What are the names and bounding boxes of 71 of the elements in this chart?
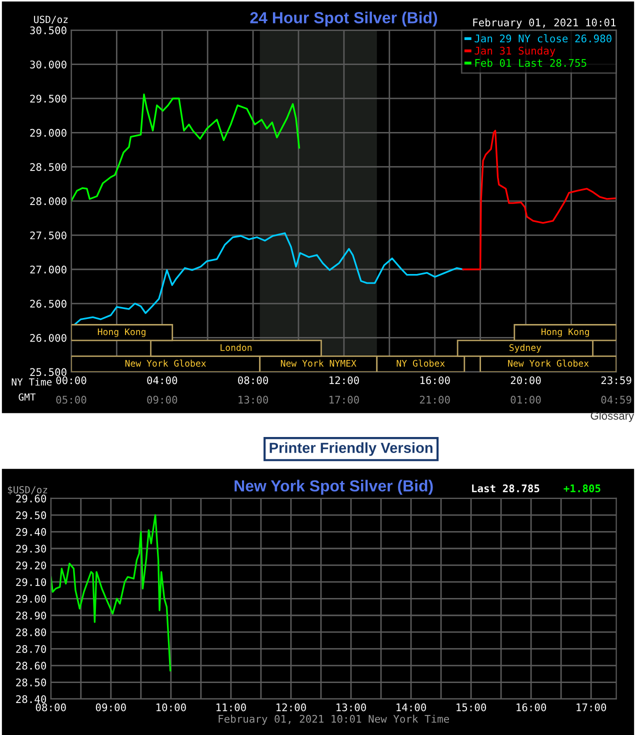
y-axis-title: USD/oz [34, 16, 68, 24]
y-tick-label: 29.500 [30, 94, 66, 103]
x2-tick-label: 09:00 [147, 396, 178, 404]
y-tick-label: 29.20 [16, 561, 46, 570]
y-tick-label: 28.40 [16, 695, 46, 704]
band-label: Hong Kong [98, 328, 146, 337]
legend-label: Feb 01 Last 28.755 [475, 58, 586, 67]
band-label: New York Globex [508, 360, 589, 367]
x-axis-title: NY Time [12, 378, 52, 386]
y-tick-label: 26.000 [30, 334, 66, 342]
y-tick-label: 29.00 [16, 594, 46, 603]
text: Printer Friendly Version [270, 442, 432, 456]
y-tick-label: 29.000 [30, 128, 66, 137]
band-label: Hong Kong [541, 328, 589, 337]
x-tick-label: 10:00 [156, 703, 186, 712]
y-tick-label: 30.000 [30, 60, 66, 68]
text: February 01, 2021 10:01 [473, 18, 616, 28]
y-tick-label: 29.10 [16, 578, 46, 586]
x-tick-label: 09:00 [96, 703, 126, 712]
chart-title: New York Spot Silver (Bid) [234, 480, 433, 495]
x2-tick-label: 05:00 [56, 396, 86, 404]
band-label: London [220, 344, 252, 351]
y-tick-label: 28.000 [30, 197, 66, 206]
x-tick-label: 08:00 [238, 376, 268, 384]
x-tick-label: 16:00 [420, 376, 450, 384]
y-tick-label: 28.70 [16, 645, 46, 653]
x2-tick-label: 01:00 [510, 396, 541, 404]
y-tick-label: 26.500 [30, 300, 66, 308]
y-tick-label: 29.30 [16, 544, 46, 553]
band-label: NY Globex [396, 360, 445, 367]
x-tick-label: 11:00 [216, 703, 246, 712]
x2-tick-label: 21:00 [420, 396, 450, 404]
x-tick-label: 08:00 [36, 703, 66, 712]
text: Last 28.785 [472, 484, 540, 492]
x2-tick-label: 04:59 [601, 396, 632, 404]
y-tick-label: 28.50 [16, 678, 46, 686]
y-tick-label: 29.40 [16, 528, 46, 536]
x-tick-label: 14:00 [396, 703, 426, 712]
y-tick-label: 28.500 [30, 163, 66, 171]
x-axis-title: February 01, 2021 10:01 New York Time [218, 714, 449, 725]
y-tick-label: 28.90 [16, 612, 46, 620]
x-tick-label: 15:00 [456, 703, 486, 712]
y-tick-label: 27.000 [30, 266, 66, 274]
band-label: Sydney [510, 344, 542, 353]
legend-label: Jan 31 Sunday [474, 46, 556, 57]
band-label: New York Globex [125, 360, 206, 367]
band-label: New York NYMEX [280, 360, 356, 367]
legend-label: Jan 29 NY close 26.980 [474, 34, 612, 42]
y-axis-title: $USD/oz [8, 486, 48, 495]
y-tick-label: 25.500 [30, 368, 66, 376]
x-tick-label: 20:00 [510, 376, 541, 384]
text: Glossary [590, 412, 634, 422]
text: +1.805 [564, 484, 600, 492]
y-tick-label: 28.60 [16, 662, 46, 670]
x-tick-label: 13:00 [336, 703, 366, 712]
y-tick-label: 27.500 [30, 231, 66, 240]
x-tick-label: 00:00 [56, 376, 86, 384]
chart-title: 24 Hour Spot Silver (Bid) [250, 12, 438, 27]
x-tick-label: 23:59 [601, 376, 632, 384]
y-tick-label: 29.60 [16, 494, 46, 502]
x-tick-label: 04:00 [147, 376, 178, 384]
x2-axis-title: GMT [18, 393, 36, 401]
y-tick-label: 28.80 [16, 628, 46, 636]
x-tick-label: 17:00 [576, 703, 606, 712]
x-tick-label: 16:00 [516, 703, 546, 712]
x-tick-label: 12:00 [276, 703, 306, 712]
y-tick-label: 29.50 [16, 511, 46, 520]
x-tick-label: 12:00 [330, 376, 359, 384]
x2-tick-label: 13:00 [238, 396, 268, 404]
y-tick-label: 30.500 [30, 26, 66, 34]
x2-tick-label: 17:00 [330, 396, 359, 404]
